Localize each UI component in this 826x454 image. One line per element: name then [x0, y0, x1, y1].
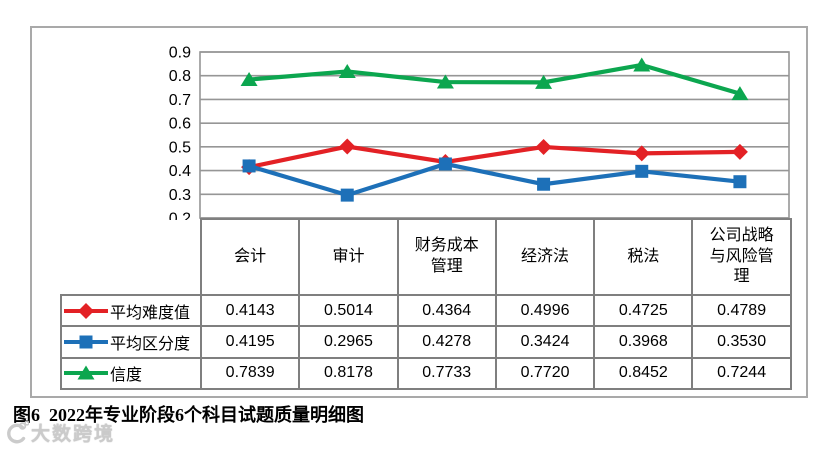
- column-header-tax-law: 税法: [593, 218, 694, 296]
- value-cell: 0.8452: [593, 356, 694, 391]
- legend-label-discrimination: 平均区分度: [110, 335, 191, 353]
- value-cell: 0.3424: [494, 325, 596, 359]
- value-cell: 0.2965: [298, 325, 399, 359]
- column-header-strategy-risk-mgmt: 公司战略 与风险管 理: [691, 218, 792, 296]
- value-cell: 0.7244: [691, 356, 792, 391]
- table-row-reliability: 信度 0.7839 0.8178 0.7733 0.7720 0.8452 0.…: [60, 356, 792, 391]
- svg-text:0.9: 0.9: [169, 45, 191, 62]
- value-cell: 0.4725: [593, 293, 694, 328]
- svg-text:0.2: 0.2: [169, 211, 191, 221]
- value-cell: 0.4195: [199, 325, 301, 359]
- column-header-financial-cost-mgmt: 财务成本 管理: [396, 218, 497, 296]
- watermark-brand-text: 大数跨境: [31, 424, 116, 445]
- series-marker-icon: [63, 364, 109, 382]
- value-cell: 0.4789: [691, 293, 792, 328]
- series-marker-icon: [63, 333, 109, 351]
- svg-text:0.8: 0.8: [169, 68, 191, 85]
- legend-label-reliability: 信度: [110, 367, 143, 385]
- value-cell: 0.7733: [396, 356, 497, 391]
- table-row-difficulty: 平均难度值 0.4143 0.5014 0.4364 0.4996 0.4725…: [60, 293, 792, 328]
- column-header-audit: 审计: [298, 218, 399, 296]
- value-cell: 0.3968: [593, 325, 694, 359]
- figure-caption: 图6 2022年专业阶段6个科目试题质量明细图: [13, 405, 364, 425]
- svg-text:0.4: 0.4: [169, 163, 191, 180]
- value-cell: 0.8178: [298, 356, 399, 391]
- column-header-accounting: 会计: [199, 218, 301, 296]
- value-cell: 0.7720: [494, 356, 596, 391]
- value-cell: 0.3530: [691, 325, 792, 359]
- watermark: 大数跨境: [2, 419, 115, 446]
- legend-cell-difficulty: 平均难度值: [60, 293, 202, 328]
- svg-text:0.5: 0.5: [169, 139, 191, 156]
- svg-text:0.7: 0.7: [169, 92, 191, 109]
- value-cell: 0.4278: [396, 325, 497, 359]
- value-cell: 0.4996: [494, 293, 596, 328]
- line-chart-plot: 0.9 0.8 0.7 0.6 0.5 0.4 0.3 0.2: [169, 45, 790, 221]
- table-header-row: 会计 审计 财务成本 管理 经济法 税法 公司战略 与风险管 理: [61, 218, 792, 296]
- value-cell: 0.4364: [396, 293, 497, 328]
- watermark-logo-icon: [7, 420, 29, 444]
- legend-cell-discrimination: 平均区分度: [60, 325, 202, 359]
- series-marker-icon: [63, 302, 109, 320]
- value-cell: 0.7839: [199, 356, 301, 391]
- column-header-economic-law: 经济法: [494, 218, 596, 296]
- svg-text:0.6: 0.6: [169, 116, 191, 133]
- chart-object-frame: 0.9 0.8 0.7 0.6 0.5 0.4 0.3 0.2 会计 审计 财务成本 管理 经…: [30, 26, 808, 398]
- value-cell: 0.5014: [298, 293, 399, 328]
- legend-cell-reliability: 信度: [60, 356, 202, 391]
- value-cell: 0.4143: [199, 293, 301, 328]
- legend-label-difficulty: 平均难度值: [110, 304, 191, 322]
- chart-data-table: 会计 审计 财务成本 管理 经济法 税法 公司战略 与风险管 理 平均难度值 0…: [60, 218, 792, 391]
- svg-text:0.3: 0.3: [169, 187, 191, 204]
- table-corner-spacer: [61, 219, 201, 295]
- table-row-discrimination: 平均区分度 0.4195 0.2965 0.4278 0.3424 0.3968…: [60, 325, 792, 359]
